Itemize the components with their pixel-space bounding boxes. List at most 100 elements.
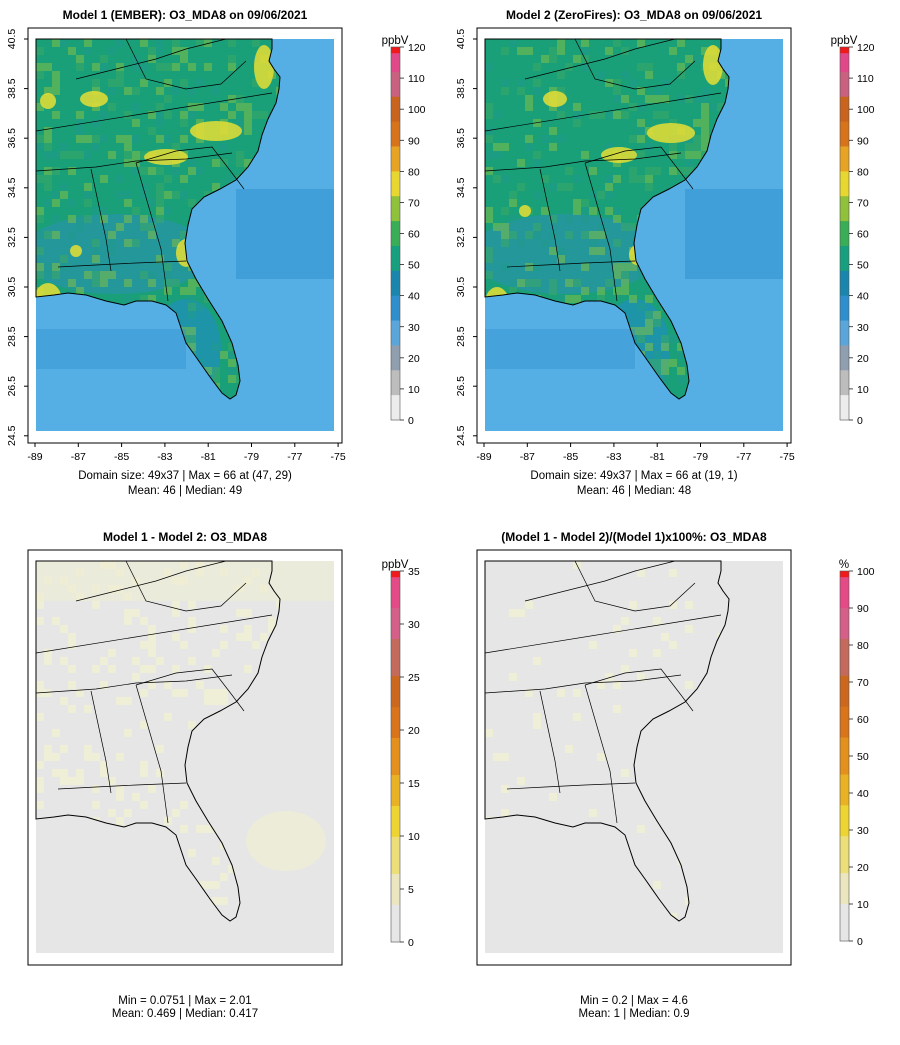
model1-cell: [180, 175, 188, 183]
model2-cell: [637, 335, 645, 343]
diff-cell: [172, 601, 180, 609]
model2-cell: [621, 263, 629, 271]
model1-cell: [172, 63, 180, 71]
pctdiff-colorbar-band: [840, 608, 849, 615]
diff-colorbar-band: [391, 793, 400, 801]
model2-cell: [557, 103, 565, 111]
diff-colorbar-band: [391, 756, 400, 764]
model1-cell: [44, 271, 52, 279]
diff-cell: [84, 753, 92, 761]
model2-cell: [677, 375, 685, 383]
model1-cell: [228, 375, 236, 383]
diff-cell: [60, 769, 68, 777]
model2-cell: [493, 143, 501, 151]
model2-cell: [549, 47, 557, 55]
model2-cell: [693, 143, 701, 151]
model1-cell: [60, 143, 68, 151]
diff-cell: [108, 649, 116, 657]
model2-cell: [685, 167, 693, 175]
model1-cell: [52, 167, 60, 175]
model1-cell: [84, 191, 92, 199]
model2-cell: [509, 287, 517, 295]
model1-cell: [76, 223, 84, 231]
model1-colorbar-band: [391, 121, 400, 129]
model1-colorbar-band: [391, 146, 400, 154]
model1-cell: [68, 231, 76, 239]
pctdiff-cell: [621, 665, 629, 673]
model1-cell: [36, 271, 44, 279]
model2-cell: [557, 255, 565, 263]
model1-cell: [84, 135, 92, 143]
model1-colorbar-tick-label: 80: [408, 166, 420, 178]
model2-colorbar-tick-label: 50: [857, 260, 869, 272]
model2-cell: [701, 135, 709, 143]
diff-colorbar-tick-label: 15: [408, 778, 420, 790]
model2-y-tick-label: 30.5: [455, 277, 467, 298]
model2-colorbar-band: [840, 78, 849, 85]
model2-cell: [677, 343, 685, 351]
model1-gulf-water: [36, 329, 186, 369]
model1-cell: [36, 63, 44, 71]
model1-colorbar-tick-label: 0: [408, 415, 414, 427]
model1-colorbar-tick-label: 10: [408, 384, 420, 396]
model2-cell: [613, 239, 621, 247]
diff-cell: [220, 641, 228, 649]
model1-colorbar-band: [391, 395, 400, 402]
model1-colorbar-band: [391, 357, 400, 365]
model2-cell: [525, 231, 533, 239]
model2-cell: [533, 159, 541, 167]
model1-cell: [36, 47, 44, 55]
model2-cell: [709, 103, 717, 111]
pctdiff-colorbar-band: [840, 688, 849, 695]
model2-colorbar-band: [840, 413, 849, 421]
model2-y-tick-label: 34.5: [455, 177, 467, 198]
model1-high-spot: [254, 45, 274, 89]
model2-cell: [621, 47, 629, 55]
model2-cell: [629, 263, 637, 271]
model1-cell: [84, 39, 92, 47]
diff-colorbar-frame: [390, 570, 401, 943]
diff-cell: [172, 689, 180, 697]
model2-cell: [613, 207, 621, 215]
model1-cell: [228, 359, 236, 367]
model2-cell: [613, 95, 621, 103]
model2-cell: [517, 87, 525, 95]
model1-cell: [124, 295, 132, 303]
diff-cell: [92, 665, 100, 673]
model2-cell: [637, 303, 645, 311]
model1-cell: [116, 191, 124, 199]
model1-cell: [124, 239, 132, 247]
model1-cell: [156, 119, 164, 127]
model1-cell: [212, 367, 220, 375]
model2-cell: [501, 143, 509, 151]
model2-cell: [629, 167, 637, 175]
model2-cell: [645, 143, 653, 151]
model2-cell: [573, 103, 581, 111]
model1-x-tick-label: -81: [201, 451, 216, 463]
diff-cell: [140, 665, 148, 673]
model1-cell: [164, 279, 172, 287]
diff-state-border: [135, 684, 169, 824]
diff-colorbar-band: [391, 731, 400, 739]
pctdiff-cell: [493, 753, 501, 761]
model1-cell: [204, 367, 212, 375]
pctdiff-colorbar-band: [840, 731, 849, 739]
model1-colorbar-band: [391, 258, 400, 266]
model2-cell: [653, 111, 661, 119]
model1-cell: [228, 63, 236, 71]
model2-cell: [549, 143, 557, 151]
pctdiff-cell: [549, 793, 557, 801]
model1-title: Model 1 (EMBER): O3_MDA8 on 09/06/2021: [63, 8, 308, 22]
model2-cell: [557, 111, 565, 119]
model1-colorbar-tick-label: 90: [408, 135, 420, 147]
model2-colorbar-band: [840, 289, 849, 297]
model1-cell: [220, 351, 228, 359]
model2-cell: [533, 223, 541, 231]
model1-cell: [108, 151, 116, 159]
model1-x-tick-label: -83: [157, 451, 172, 463]
model2-cell: [541, 175, 549, 183]
model1-cell: [140, 223, 148, 231]
diff-cell: [276, 601, 280, 609]
diff-colorbar-band: [391, 632, 400, 640]
diff-cell: [52, 753, 60, 761]
